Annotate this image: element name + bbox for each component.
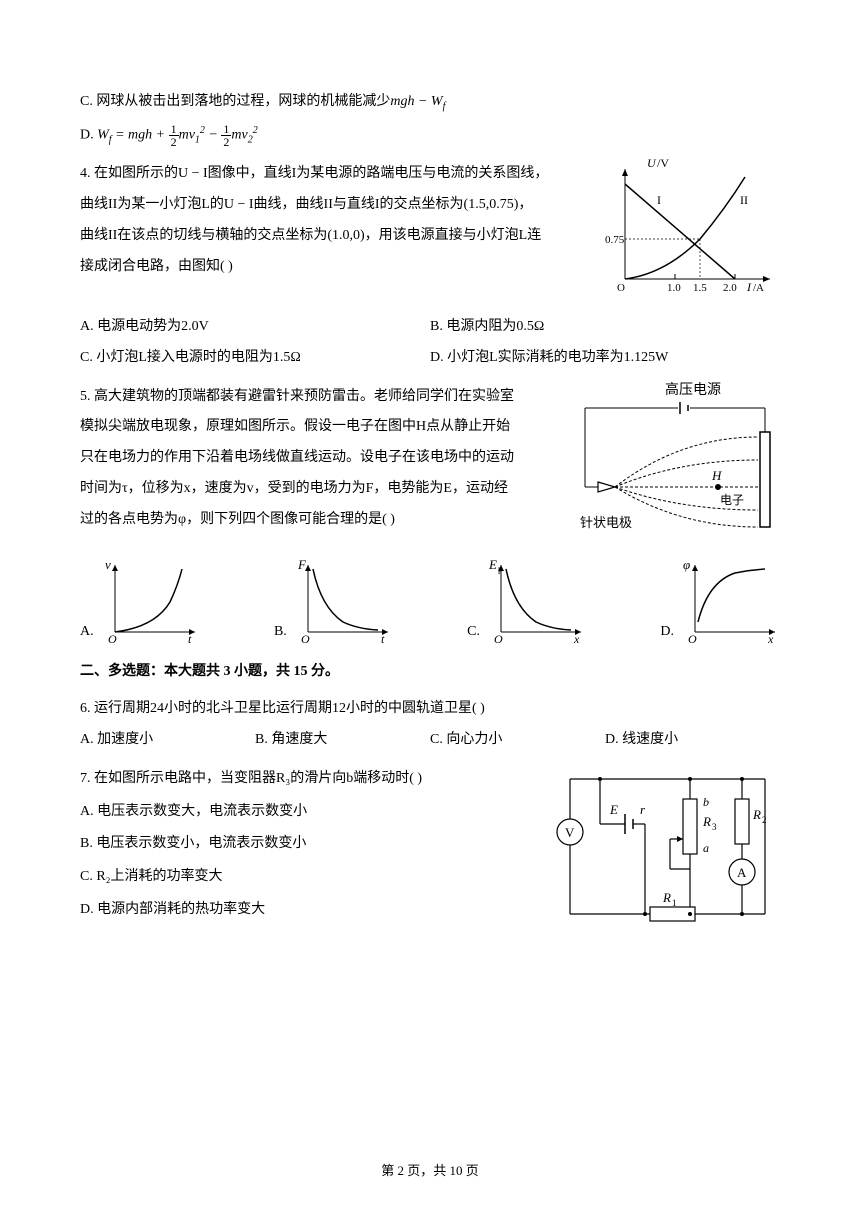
frac-2: 12 (221, 123, 231, 148)
svg-text:E: E (609, 802, 618, 817)
option-c-math: mgh − W (390, 94, 442, 109)
q5-opt-c: C. Ep O x (467, 557, 586, 647)
q4-opt-b: B. 电源内阻为0.5Ω (430, 312, 780, 343)
option-d-wf: W (97, 127, 109, 142)
q5-opt-d: D. φ O x (660, 557, 780, 647)
option-c-text: C. 网球从被击出到落地的过程，网球的机械能减少 (80, 94, 390, 109)
q5-b-label: B. (274, 617, 287, 648)
q5-diagram: 高压电源 H 电子 针状电极 (570, 382, 780, 550)
svg-text:φ: φ (683, 557, 690, 572)
q6-opt-b: B. 角速度大 (255, 725, 430, 756)
svg-text:O: O (494, 632, 503, 646)
svg-text:电子: 电子 (720, 493, 744, 507)
svg-text:O: O (688, 632, 697, 646)
q5-c-label: C. (467, 617, 480, 648)
q5-opt-b: B. F O t (274, 557, 393, 647)
svg-text:高压电源: 高压电源 (665, 382, 721, 398)
svg-text:0.75: 0.75 (605, 234, 625, 246)
graph-d-icon: φ O x (680, 557, 780, 647)
q4-graph: U/V I II 0.75 O 1.0 1.5 2.0 I/A (605, 159, 780, 312)
q4-opt-d: D. 小灯泡L实际消耗的电功率为1.125W (430, 343, 780, 374)
svg-text:1: 1 (672, 898, 677, 908)
graph-c-icon: Ep O x (486, 557, 586, 647)
svg-text:1.5: 1.5 (693, 282, 707, 294)
option-c-sub: f (443, 101, 446, 112)
mv2: mv (231, 127, 247, 142)
question-6: 6. 运行周期24小时的北斗卫星比运行周期12小时的中圆轨道卫星( ) A. 加… (80, 694, 780, 756)
svg-text:/A: /A (753, 282, 764, 294)
question-4: U/V I II 0.75 O 1.0 1.5 2.0 I/A 4. 在如图所示… (80, 159, 780, 373)
q6-opt-c: C. 向心力小 (430, 725, 605, 756)
q5-graph-options: A. v O t B. F O t C. (80, 557, 780, 647)
svg-text:O: O (301, 632, 310, 646)
question-5: 高压电源 H 电子 针状电极 5. 高大建筑物的顶端都装有避雷针来预防雷击。老师… (80, 382, 780, 648)
q5-opt-a: A. v O t (80, 557, 200, 647)
svg-text:a: a (703, 841, 709, 855)
svg-text:/V: /V (657, 159, 669, 170)
q4-opt-c: C. 小灯泡L接入电源时的电阻为1.5Ω (80, 343, 430, 374)
svg-text:针状电极: 针状电极 (580, 515, 632, 530)
graph-a-icon: v O t (100, 557, 200, 647)
q7-circuit: V E r b a R3 R2 (555, 764, 780, 942)
graph-b-icon: F O t (293, 557, 393, 647)
svg-text:E: E (488, 557, 497, 572)
q5-a-label: A. (80, 617, 94, 648)
svg-text:A: A (737, 865, 747, 880)
svg-text:t: t (381, 632, 385, 646)
svg-text:1.0: 1.0 (667, 282, 681, 294)
svg-text:2.0: 2.0 (723, 282, 737, 294)
question-prev-options: C. 网球从被击出到落地的过程，网球的机械能减少mgh − Wf D. Wf =… (80, 87, 780, 151)
svg-text:R: R (662, 890, 671, 905)
question-7: V E r b a R3 R2 (80, 764, 780, 942)
page-footer: 第 2 页，共 10 页 (0, 1157, 860, 1186)
option-c: C. 网球从被击出到落地的过程，网球的机械能减少mgh − Wf (80, 87, 780, 118)
svg-text:2: 2 (762, 815, 767, 825)
svg-text:II: II (740, 193, 748, 207)
q4-opt-a: A. 电源电动势为2.0V (80, 312, 430, 343)
svg-text:v: v (105, 557, 111, 572)
discharge-diagram-icon: 高压电源 H 电子 针状电极 (570, 382, 780, 537)
circuit-diagram-icon: V E r b a R3 R2 (555, 764, 780, 929)
svg-text:x: x (573, 632, 580, 646)
svg-text:V: V (565, 825, 575, 840)
svg-text:b: b (703, 795, 709, 809)
option-d-label: D. (80, 127, 97, 142)
q6-opt-a: A. 加速度小 (80, 725, 255, 756)
q6-stem: 6. 运行周期24小时的北斗卫星比运行周期12小时的中圆轨道卫星( ) (80, 694, 780, 725)
svg-text:R: R (702, 814, 711, 829)
svg-text:O: O (617, 282, 625, 294)
option-d-eq: = mgh + (112, 127, 169, 142)
svg-text:H: H (711, 468, 722, 483)
mv1: mv (179, 127, 195, 142)
svg-text:I: I (657, 193, 661, 207)
q6-opt-d: D. 线速度小 (605, 725, 780, 756)
svg-text:r: r (640, 802, 646, 817)
svg-text:O: O (108, 632, 117, 646)
section-2-header: 二、多选题：本大题共 3 小题，共 15 分。 (80, 657, 780, 688)
q5-d-label: D. (660, 617, 674, 648)
svg-text:t: t (188, 632, 192, 646)
q6-options: A. 加速度小 B. 角速度大 C. 向心力小 D. 线速度小 (80, 725, 780, 756)
svg-text:3: 3 (712, 822, 717, 832)
svg-text:p: p (498, 564, 503, 574)
svg-text:I: I (746, 280, 752, 294)
svg-text:U: U (647, 159, 657, 170)
ui-graph-icon: U/V I II 0.75 O 1.0 1.5 2.0 I/A (605, 159, 780, 299)
q4-options: A. 电源电动势为2.0V B. 电源内阻为0.5Ω C. 小灯泡L接入电源时的… (80, 312, 780, 374)
svg-text:x: x (767, 632, 774, 646)
frac-1: 12 (169, 123, 179, 148)
svg-text:F: F (297, 557, 307, 572)
svg-text:R: R (752, 807, 761, 822)
option-d: D. Wf = mgh + 12mv12 − 12mv22 (80, 120, 780, 151)
